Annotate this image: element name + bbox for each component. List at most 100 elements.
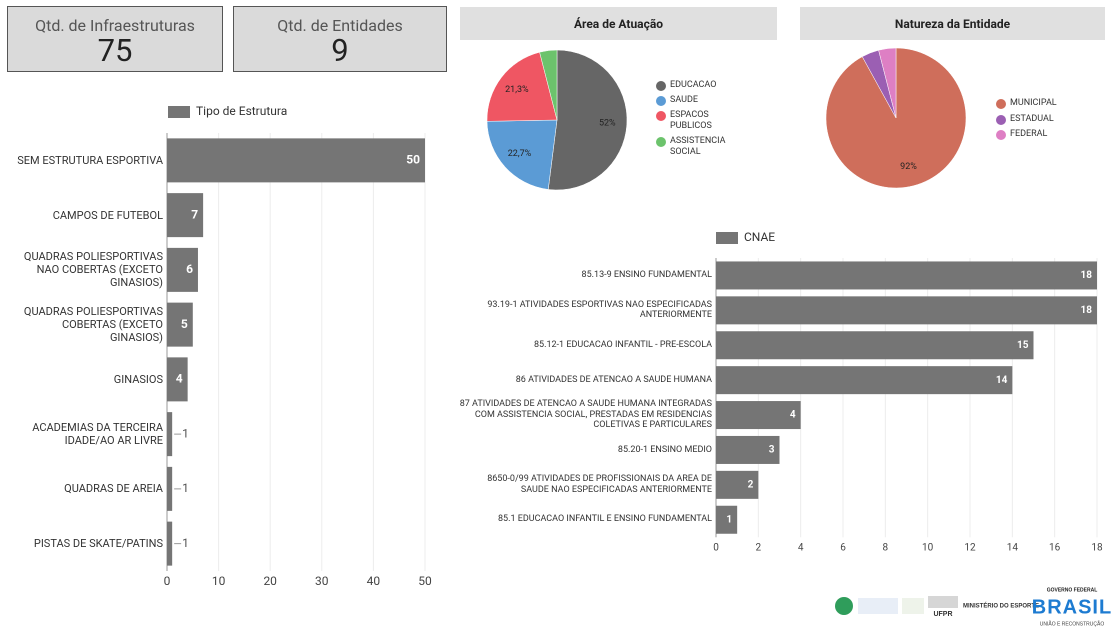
bar-value: 5	[181, 317, 188, 331]
category-label: QUADRAS POLIESPORTIVAS COBERTAS (EXCETO …	[23, 304, 163, 345]
chart-header: Natureza da Entidade	[800, 7, 1105, 40]
bar	[167, 412, 173, 457]
bar-value: 4	[790, 410, 796, 421]
category-label: 86 ATIVIDADES DE ATENCAO A SAUDE HUMANA	[515, 374, 712, 385]
legend-swatch	[996, 130, 1006, 140]
legend-label: FEDERAL	[1010, 129, 1048, 139]
legend-swatch	[168, 106, 190, 118]
footer-logos: UFPR MINISTÉRIO DO ESPORTE GOVERNO FEDER…	[835, 587, 1112, 627]
bar	[716, 505, 738, 534]
logo	[858, 598, 898, 614]
x-tick-label: 10	[922, 543, 934, 554]
category-label: 8650-0/99 ATIVIDADES DE PROFISSIONAIS DA…	[487, 474, 712, 495]
logo	[928, 596, 958, 608]
bar	[167, 357, 188, 402]
bar-value: 1	[182, 481, 189, 495]
kpi-label: Qtd. de Infraestruturas	[35, 16, 195, 35]
pie-slice	[486, 51, 558, 122]
category-label: 85.12-1 EDUCACAO INFANTIL - PRE-ESCOLA	[533, 339, 712, 350]
bar-value: 15	[1017, 340, 1029, 351]
logo-text: UNIÃO E RECONSTRUÇÃO	[1040, 620, 1105, 627]
x-tick-label: 40	[367, 574, 381, 588]
pie-slice	[486, 119, 558, 190]
legend-swatch	[656, 111, 666, 121]
legend-swatch	[656, 96, 666, 106]
chart-header: Área de Atuação	[460, 7, 777, 40]
kpi-card: Qtd. de Entidades 9	[233, 6, 447, 72]
category-label: ACADEMIAS DA TERCEIRA IDADE/AO AR LIVRE	[32, 420, 163, 448]
category-label: GINASIOS	[113, 372, 163, 386]
bar	[167, 521, 173, 566]
slice-label: 22,7%	[508, 149, 532, 159]
legend-label: SAUDE	[670, 95, 698, 105]
x-tick-label: 2	[756, 543, 762, 554]
bar	[716, 401, 801, 430]
legend-label: ESPACOS PUBLICOS	[670, 110, 712, 131]
x-tick-label: 12	[964, 543, 976, 554]
logo-text: UFPR	[933, 611, 952, 618]
x-tick-label: 20	[263, 574, 277, 588]
bar-value: 1	[726, 514, 732, 525]
bar	[716, 261, 1097, 290]
legend-swatch	[996, 115, 1006, 125]
x-tick-label: 0	[164, 574, 171, 588]
legend-swatch	[656, 137, 666, 147]
bar-value: 14	[996, 375, 1008, 386]
category-label: QUADRAS DE AREIA	[64, 482, 163, 496]
legend-swatch	[656, 81, 666, 91]
bar	[716, 435, 780, 464]
category-label: 93.19-1 ATIVIDADES ESPORTIVAS NAO ESPECI…	[487, 299, 712, 321]
kpi-value: 75	[97, 32, 133, 69]
pie-slice	[547, 49, 628, 191]
logo-text: BRASIL	[1032, 596, 1112, 618]
bar	[167, 466, 173, 511]
bar-value: 3	[769, 445, 775, 456]
legend-label: MUNICIPAL	[1010, 98, 1057, 108]
legend-swatch	[996, 99, 1006, 109]
category-label: CAMPOS DE FUTEBOL	[52, 208, 163, 222]
category-label: QUADRAS POLIESPORTIVAS NAO COBERTAS (EXC…	[23, 250, 163, 290]
bar	[716, 331, 1034, 360]
bar	[167, 193, 204, 238]
bar-value: 50	[406, 153, 420, 167]
bar-value: 6	[186, 262, 193, 276]
logo	[835, 597, 853, 615]
bar-value: 4	[176, 372, 183, 386]
category-label: PISTAS DE SKATE/PATINS	[33, 537, 163, 551]
bar-value: 18	[1081, 270, 1093, 281]
slice-label: 21,3%	[505, 85, 529, 95]
logo	[902, 598, 924, 614]
pie-slice	[878, 47, 897, 119]
logo-text: GOVERNO FEDERAL	[1047, 587, 1098, 593]
x-tick-label: 10	[212, 574, 226, 588]
bar	[167, 247, 198, 292]
kpi-value: 9	[331, 32, 349, 69]
legend-label: EDUCACAO	[670, 80, 717, 90]
slice-label: 52%	[599, 119, 616, 129]
bar	[716, 470, 759, 499]
legend-label: Tipo de Estrutura	[196, 104, 287, 118]
bar-value: 1	[182, 426, 189, 440]
x-tick-label: 18	[1091, 543, 1103, 554]
kpi-label: Qtd. de Entidades	[277, 16, 403, 35]
bar	[716, 296, 1097, 325]
x-tick-label: 6	[840, 543, 846, 554]
category-label: 85.1 EDUCACAO INFANTIL E ENSINO FUNDAMEN…	[497, 514, 712, 525]
bar-value: 18	[1081, 305, 1093, 316]
x-tick-label: 30	[315, 574, 329, 588]
logo-text: MINISTÉRIO DO ESPORTE	[963, 602, 1039, 610]
pie-slice	[539, 49, 558, 121]
legend-label: ESTADUAL	[1010, 114, 1054, 124]
category-label: 87 ATIVIDADES DE ATENCAO A SAUDE HUMANA …	[459, 398, 712, 431]
legend-label: CNAE	[744, 230, 775, 244]
bar-value: 7	[191, 207, 198, 221]
x-tick-label: 0	[713, 543, 719, 554]
x-tick-label: 4	[798, 543, 804, 554]
x-tick-label: 8	[883, 543, 889, 554]
bar	[167, 302, 193, 347]
kpi-card: Qtd. de Infraestruturas 75	[7, 6, 223, 72]
bar	[167, 138, 425, 183]
slice-label: 92%	[900, 162, 917, 172]
